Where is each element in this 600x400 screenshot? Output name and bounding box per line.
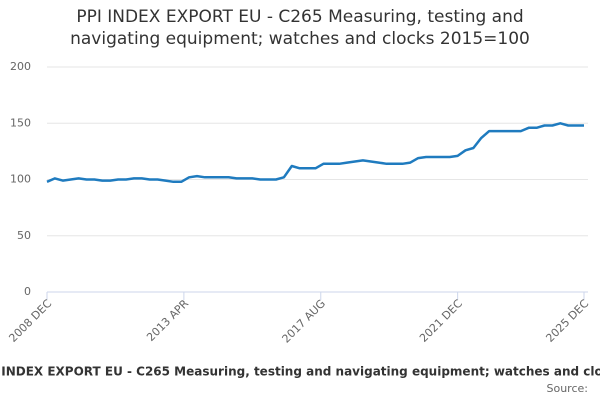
x-tick-label: 2013 APR [144, 297, 191, 344]
y-tick-label: 50 [17, 229, 31, 242]
source: Source: [547, 382, 589, 395]
y-tick-label: 150 [10, 116, 31, 129]
x-tick-label: 2008 DEC [6, 297, 54, 345]
y-tick-label: 100 [10, 173, 31, 186]
chart-title: PPI INDEX EXPORT EU - C265 Measuring, te… [70, 7, 530, 49]
x-tick-label: 2021 DEC [417, 297, 465, 345]
y-tick-label: 200 [10, 60, 31, 73]
x-tick-label: 2025 DEC [543, 297, 591, 345]
y-tick-label: 0 [24, 285, 31, 298]
data-line [46, 122, 584, 184]
legend-label: PPI INDEX EXPORT EU - C265 Measuring, te… [0, 365, 600, 379]
x-tick-label: 2017 AUG [280, 297, 329, 346]
